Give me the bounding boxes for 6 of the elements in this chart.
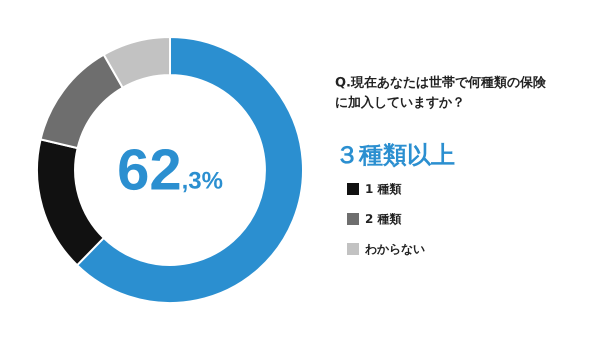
legend-label: 2 種類 xyxy=(365,212,402,226)
legend-label: 1 種類 xyxy=(365,182,402,196)
data-label: 62,3% xyxy=(117,138,223,202)
slice-label: ３種類以上 xyxy=(335,141,455,169)
legend-label: わからない xyxy=(364,242,425,256)
text: Q.現在あなたは世帯で何種類の保険に加入していますか？ xyxy=(335,76,547,110)
